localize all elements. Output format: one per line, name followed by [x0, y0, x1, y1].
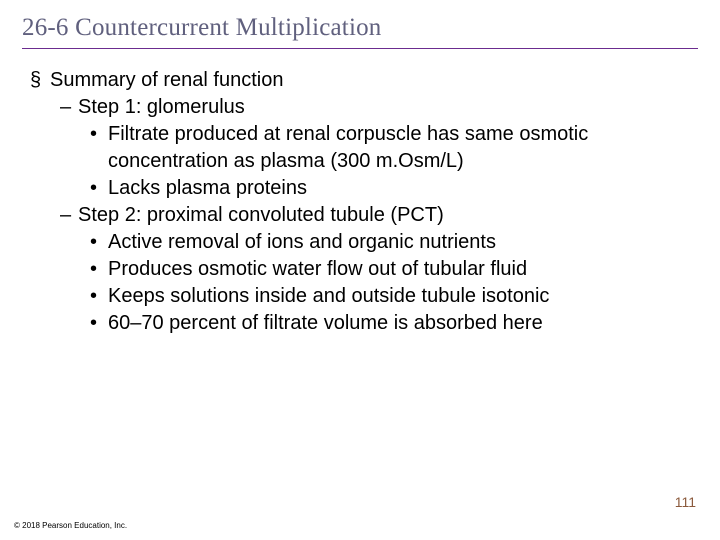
bullet-l1: Summary of renal function [30, 67, 698, 94]
bullet-l3: Produces osmotic water flow out of tubul… [30, 256, 698, 283]
bullet-l3: 60–70 percent of filtrate volume is abso… [30, 310, 698, 337]
page-number: 111 [675, 494, 696, 510]
bullet-l3: Keeps solutions inside and outside tubul… [30, 283, 698, 310]
bullet-l3: Lacks plasma proteins [30, 175, 698, 202]
bullet-l3: Filtrate produced at renal corpuscle has… [30, 121, 698, 175]
bullet-l2: Step 2: proximal convoluted tubule (PCT) [30, 202, 698, 229]
bullet-l2: Step 1: glomerulus [30, 94, 698, 121]
bullet-l3: Active removal of ions and organic nutri… [30, 229, 698, 256]
copyright: © 2018 Pearson Education, Inc. [14, 521, 127, 530]
slide: 26-6 Countercurrent Multiplication Summa… [0, 0, 720, 540]
slide-title: 26-6 Countercurrent Multiplication [22, 14, 698, 49]
slide-content: Summary of renal function Step 1: glomer… [22, 67, 698, 337]
